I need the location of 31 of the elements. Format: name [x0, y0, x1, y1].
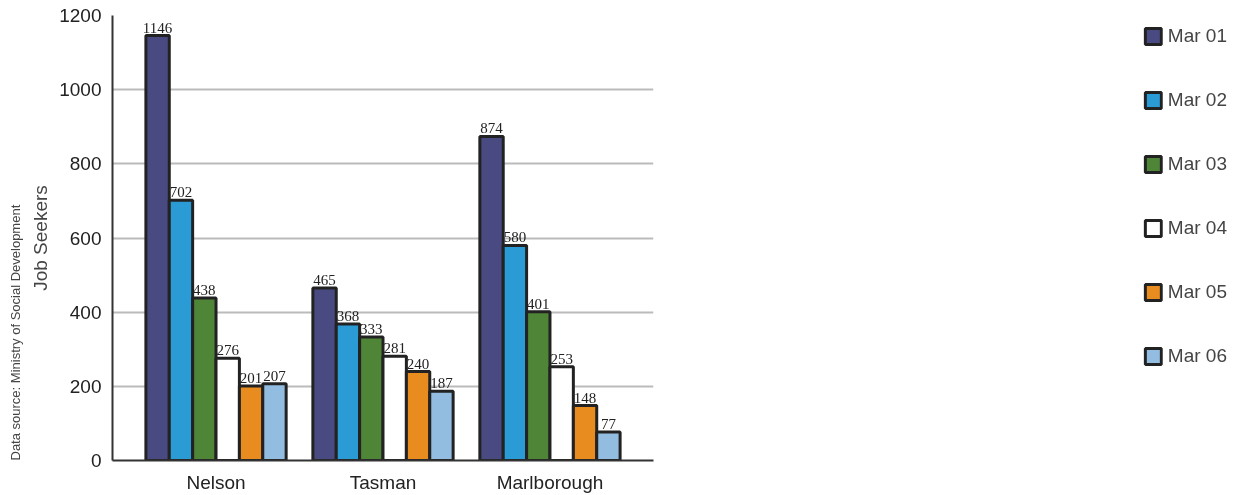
- x-tick-label: Tasman: [349, 471, 417, 493]
- data-label: 253: [550, 350, 573, 367]
- data-label: 207: [263, 367, 287, 384]
- legend-label: Mar 02: [1167, 89, 1227, 111]
- y-tick-label: 1200: [59, 5, 102, 26]
- legend-label: Mar 05: [1167, 281, 1227, 303]
- data-label: 438: [193, 282, 216, 299]
- data-label: 276: [216, 342, 240, 359]
- data-label: 187: [430, 375, 454, 392]
- data-label: 333: [360, 321, 383, 338]
- data-label: 465: [313, 272, 336, 289]
- data-label: 874: [480, 120, 504, 137]
- y-tick-label: 800: [69, 153, 102, 175]
- y-tick-label: 600: [69, 227, 102, 249]
- data-label: 281: [383, 340, 406, 357]
- legend-label: Mar 03: [1167, 153, 1227, 175]
- source-note: Data source: Ministry of Social Development: [7, 204, 23, 461]
- y-tick-label: 0: [90, 450, 102, 471]
- data-label: 1146: [142, 19, 173, 36]
- data-label: 148: [573, 389, 597, 406]
- x-tick-label: Nelson: [186, 471, 246, 493]
- data-label: 77: [600, 415, 617, 432]
- data-label: 401: [527, 295, 550, 312]
- y-tick-label: 1000: [59, 79, 102, 101]
- y-tick-label: 200: [69, 375, 102, 397]
- legend-label: Mar 01: [1167, 25, 1227, 47]
- y-tick-label: 400: [69, 301, 102, 323]
- y-axis-title: Job Seekers: [30, 185, 52, 291]
- legend-label: Mar 04: [1167, 217, 1227, 239]
- x-tick-label: Marlborough: [496, 471, 604, 493]
- legend-label: Mar 06: [1167, 345, 1227, 367]
